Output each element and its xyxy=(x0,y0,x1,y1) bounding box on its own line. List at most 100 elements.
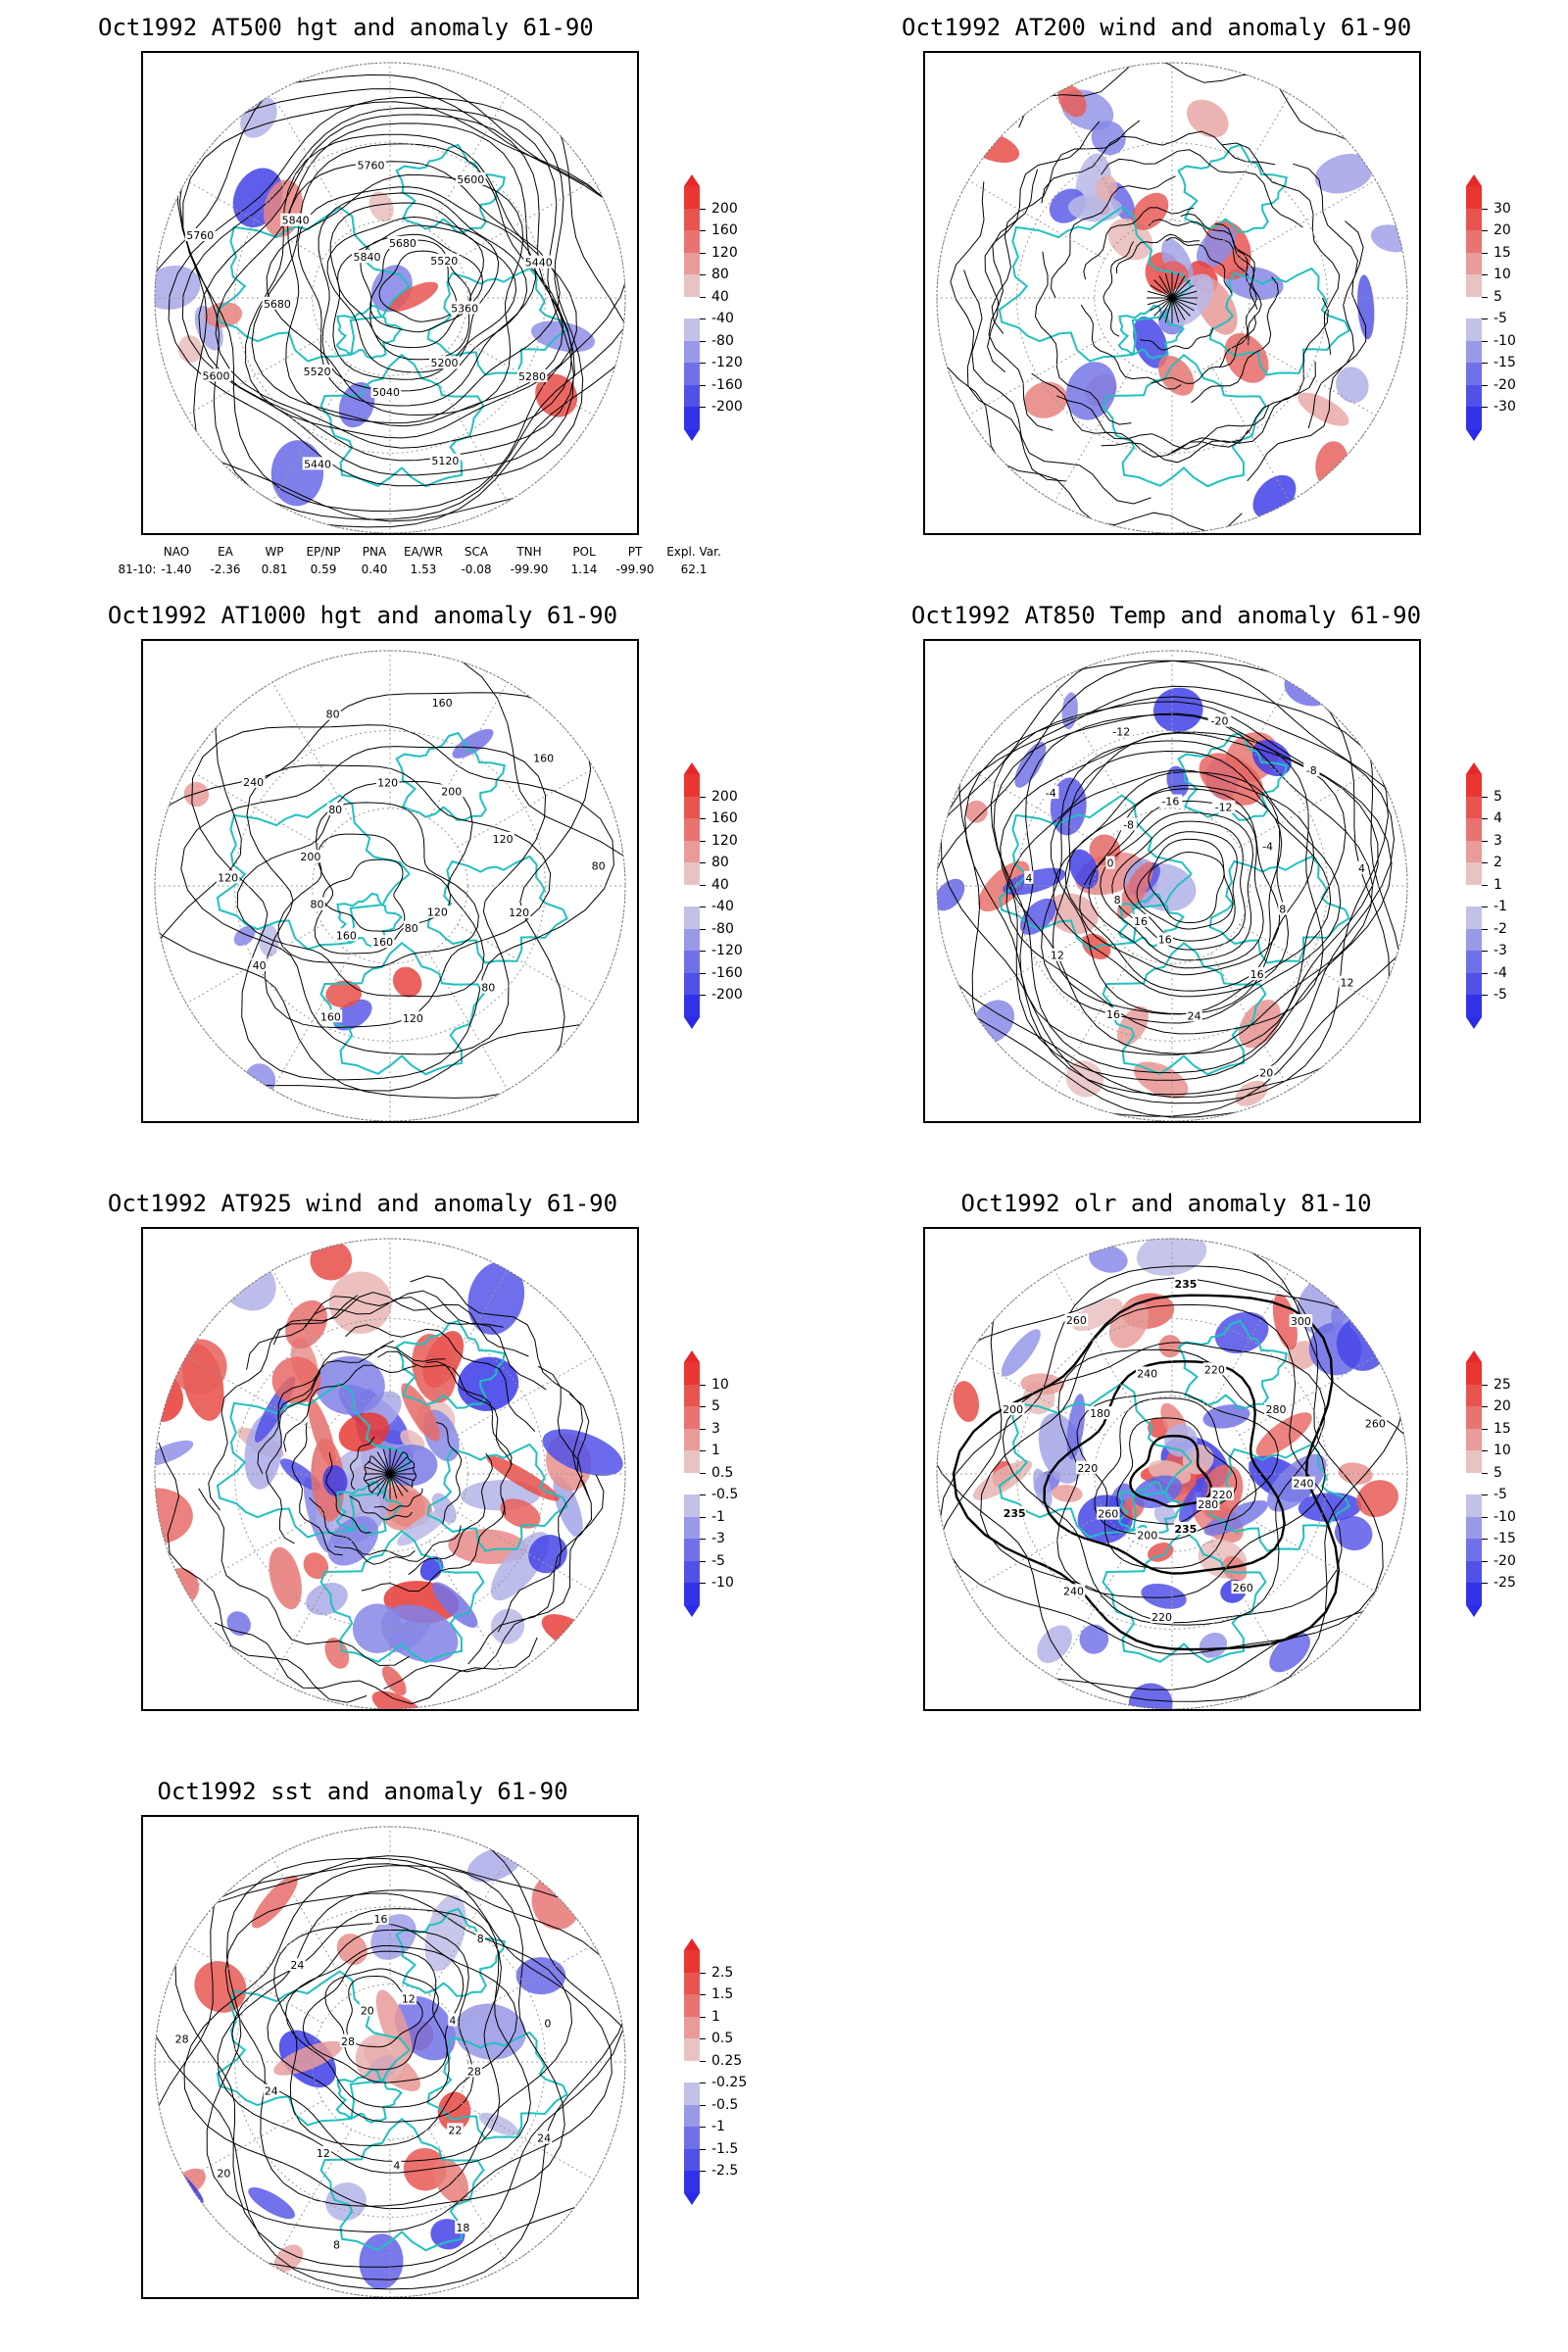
contour-label: 4 xyxy=(393,2159,400,2172)
colorbar-tick xyxy=(700,1472,706,1474)
streamline-convergence xyxy=(389,1460,413,1475)
colorbar-cell xyxy=(1466,274,1482,298)
colorbar-tick xyxy=(1482,208,1488,210)
index-value: -2.36 xyxy=(210,563,241,576)
colorbar-cell xyxy=(684,1950,700,1974)
index-header: POL xyxy=(572,545,596,559)
positive-anomaly-area xyxy=(368,191,394,222)
contour-label-background xyxy=(334,928,359,942)
panel-title: Oct1992 AT925 wind and anomaly 61-90 xyxy=(107,1190,618,1217)
contour-line xyxy=(1129,1435,1213,1508)
colorbar-label: 80 xyxy=(711,855,729,871)
coastline xyxy=(426,1443,568,1552)
map-layer xyxy=(944,63,1407,533)
colorbar-tick xyxy=(700,1384,706,1386)
colorbar-tick xyxy=(1482,796,1488,798)
colorbar-tick xyxy=(700,2016,706,2018)
longitude-line xyxy=(1210,1541,1291,1679)
streamline xyxy=(984,121,1101,373)
colorbar-max-arrow xyxy=(1466,762,1482,774)
colorbar-label: -120 xyxy=(711,355,743,371)
latitude-circle xyxy=(234,142,546,454)
negative-anomaly-area xyxy=(1357,274,1375,340)
contour-label: 24 xyxy=(537,2132,551,2145)
colorbar-label: 20 xyxy=(1494,222,1511,239)
streamline xyxy=(377,1350,514,1465)
streamline-convergence xyxy=(1150,297,1173,312)
longitude-line xyxy=(428,1541,509,1679)
contour-label-background xyxy=(401,1010,425,1024)
longitude-line xyxy=(185,179,323,260)
contour-label: 200 xyxy=(1137,1529,1157,1542)
streamline-convergence xyxy=(371,1473,391,1493)
positive-anomaly-area xyxy=(310,1240,353,1281)
longitude-line xyxy=(967,336,1105,416)
contour-label-background xyxy=(1120,817,1137,831)
colorbar-cell xyxy=(1466,230,1482,254)
streamline-convergence xyxy=(389,1473,404,1496)
streamline-convergence xyxy=(1171,297,1195,312)
coastline xyxy=(216,1970,411,2127)
contour-label: 16 xyxy=(1158,934,1172,947)
colorbar-olr: 25 20 15 10 5 -5 -10 -15 -20 -25 xyxy=(1466,1350,1554,1617)
contour-label: 120 xyxy=(403,1012,423,1025)
longitude-line xyxy=(1054,93,1134,231)
contour-line xyxy=(1123,831,1238,942)
colorbar-cell xyxy=(1466,1428,1482,1451)
colorbar-label: 1.5 xyxy=(711,1986,734,2003)
contour-label-background xyxy=(359,2003,376,2017)
index-value: -0.08 xyxy=(461,563,492,576)
contour-label: -4 xyxy=(1262,841,1273,854)
colorbar-tick xyxy=(700,407,706,409)
colorbar-max-arrow xyxy=(684,1350,700,1362)
streamline xyxy=(1148,219,1250,276)
streamline-convergence xyxy=(1171,297,1191,317)
contour-label: 160 xyxy=(320,1010,341,1023)
panel-title: Oct1992 sst and anomaly 61-90 xyxy=(157,1778,568,1805)
colorbar-cell xyxy=(684,186,700,210)
contour-label-background xyxy=(387,235,418,249)
negative-anomaly-area xyxy=(1003,867,1066,896)
longitude-line xyxy=(185,1943,323,2024)
contour-line xyxy=(178,88,625,520)
contour-line xyxy=(231,1908,502,2163)
positive-anomaly-area xyxy=(183,781,210,808)
contour-label: 24 xyxy=(290,1959,304,1972)
negative-anomaly-area xyxy=(244,1063,276,1099)
contour-label: 28 xyxy=(467,2065,481,2078)
contour-line xyxy=(285,161,561,424)
contour-label-background xyxy=(439,784,464,798)
longitude-line xyxy=(185,1355,323,1436)
panel-title: Oct1992 AT200 wind and anomaly 61-90 xyxy=(902,14,1412,41)
colorbar-cell xyxy=(684,1560,700,1584)
streamline xyxy=(1151,315,1257,384)
positive-anomaly-area xyxy=(1235,1080,1268,1106)
contour-label-background xyxy=(356,158,386,172)
negative-anomaly-area xyxy=(1196,226,1237,269)
longitude-line xyxy=(271,953,352,1091)
coastline xyxy=(998,206,1193,363)
colorbar-label: 4 xyxy=(1494,810,1502,827)
negative-anomaly-area xyxy=(1019,898,1056,935)
contour-label: 235 xyxy=(1174,1278,1197,1291)
contour-line xyxy=(1000,732,1347,1054)
contour-label-background xyxy=(1112,892,1122,906)
colorbar-label: -40 xyxy=(711,311,734,327)
contour-label-background xyxy=(400,1991,417,2005)
colorbar-label: -30 xyxy=(1494,399,1516,416)
longitude-line xyxy=(967,1355,1105,1436)
negative-anomaly-area xyxy=(1152,687,1203,733)
contour-label-background xyxy=(1109,724,1134,738)
contour-label-background xyxy=(318,1009,343,1023)
colorbar-label: 80 xyxy=(711,267,729,283)
streamline-convergence xyxy=(371,1455,391,1475)
contour-label-background xyxy=(1003,1505,1027,1519)
colorbar-label: -2 xyxy=(1494,920,1507,937)
contour-label-background xyxy=(455,2221,471,2234)
contour-label-background xyxy=(429,453,461,466)
contour-label: 28 xyxy=(341,2035,355,2048)
colorbar-label: -15 xyxy=(1494,355,1516,371)
index-header: PT xyxy=(627,545,643,559)
colorbar-tick xyxy=(700,363,706,365)
contour-line xyxy=(176,74,625,528)
